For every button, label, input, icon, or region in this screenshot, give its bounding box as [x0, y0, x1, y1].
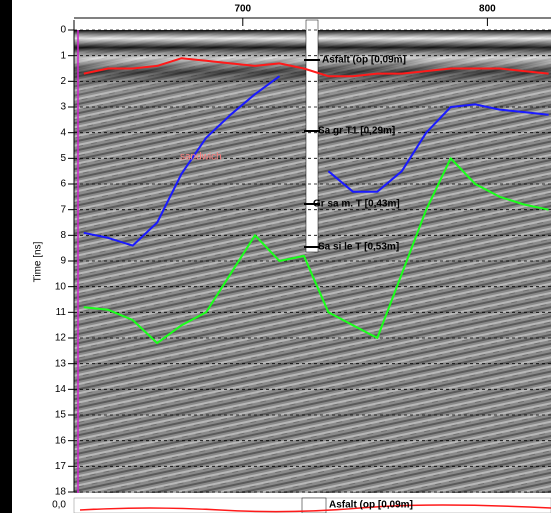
y-axis-label: Time [ns]: [33, 241, 44, 282]
side-strip: [0, 0, 12, 513]
bottom-trace: [79, 504, 551, 513]
annotation: Asfalt (op [0,09m]: [322, 55, 406, 66]
y-tick-label: 15: [55, 410, 67, 421]
trace-line: [83, 157, 549, 345]
annotation: sandwich: [180, 152, 222, 163]
x-tick-label: 800: [479, 4, 496, 15]
y-tick-label: 3: [60, 102, 66, 113]
bottom-column: [301, 497, 327, 513]
y-tick-label: 12: [55, 333, 67, 344]
bottom-strip-label: 0,0: [52, 500, 66, 511]
y-tick-label: 10: [55, 281, 67, 292]
y-tick-label: 11: [56, 307, 67, 318]
y-tick-label: 13: [55, 358, 67, 369]
annotation: Sa si le T [0,53m]: [318, 242, 399, 253]
y-tick-label: 0: [60, 25, 66, 36]
annotation: Gr sa m. T [0,43m]: [313, 199, 400, 210]
y-tick-label: 7: [60, 204, 66, 215]
y-tick-label: 5: [60, 153, 66, 164]
y-tick-label: 2: [60, 76, 66, 87]
bottom-strip-annotation: Asfalt (op [0,09m]: [329, 500, 413, 511]
borehole-column: [305, 19, 319, 253]
y-tick-label: 18: [55, 487, 67, 498]
annotation: Sa gr T1 [0,29m]: [318, 126, 395, 137]
y-tick-label: 16: [55, 435, 67, 446]
y-tick-label: 8: [60, 230, 66, 241]
y-tick-label: 4: [60, 127, 66, 138]
y-tick-label: 1: [60, 50, 66, 61]
trace-line: [83, 57, 549, 78]
y-tick-label: 6: [60, 179, 66, 190]
trace-line: [83, 75, 549, 247]
y-tick-label: 17: [55, 461, 67, 472]
y-tick-label: 14: [55, 384, 67, 395]
y-tick-label: 9: [60, 256, 66, 267]
x-tick-label: 700: [234, 4, 251, 15]
